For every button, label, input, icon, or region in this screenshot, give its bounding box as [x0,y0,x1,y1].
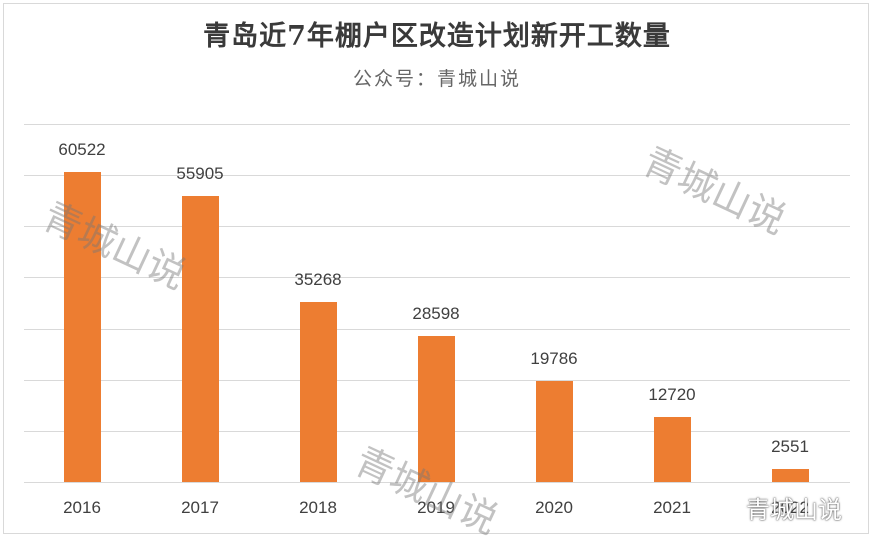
gridline [24,175,850,176]
bar-2020 [536,380,573,482]
x-tick-label: 2022 [771,498,809,517]
bar-2022 [772,468,809,482]
x-tick-label: 2018 [299,498,337,517]
bar-2019 [418,335,455,482]
gridline [24,124,850,125]
x-tick-label: 2019 [417,498,455,517]
data-label: 35268 [294,269,342,289]
chart-subtitle: 公众号：青城山说 [352,68,521,90]
bar-2016 [64,172,101,482]
x-tick-label: 2017 [181,498,219,517]
gridline [24,329,850,330]
corner-watermark: 青城山说 [746,496,842,524]
x-tick-label: 2020 [535,498,573,517]
gridline [24,277,850,278]
bar-2018 [300,301,337,482]
data-label: 2551 [771,436,809,456]
chart-frame [3,3,869,534]
bar-2021 [654,416,691,482]
x-tick-label: 2016 [63,498,101,517]
data-label: 28598 [412,303,460,323]
data-label: 55905 [176,164,224,184]
data-label: 19786 [530,348,578,368]
data-label: 60522 [58,140,106,160]
gridline [24,226,850,227]
bar-2017 [182,196,219,482]
x-tick-label: 2021 [653,498,691,517]
gridline [24,482,850,483]
chart-title: 青岛近7年棚户区改造计划新开工数量 [203,21,671,52]
data-label: 12720 [648,384,696,404]
